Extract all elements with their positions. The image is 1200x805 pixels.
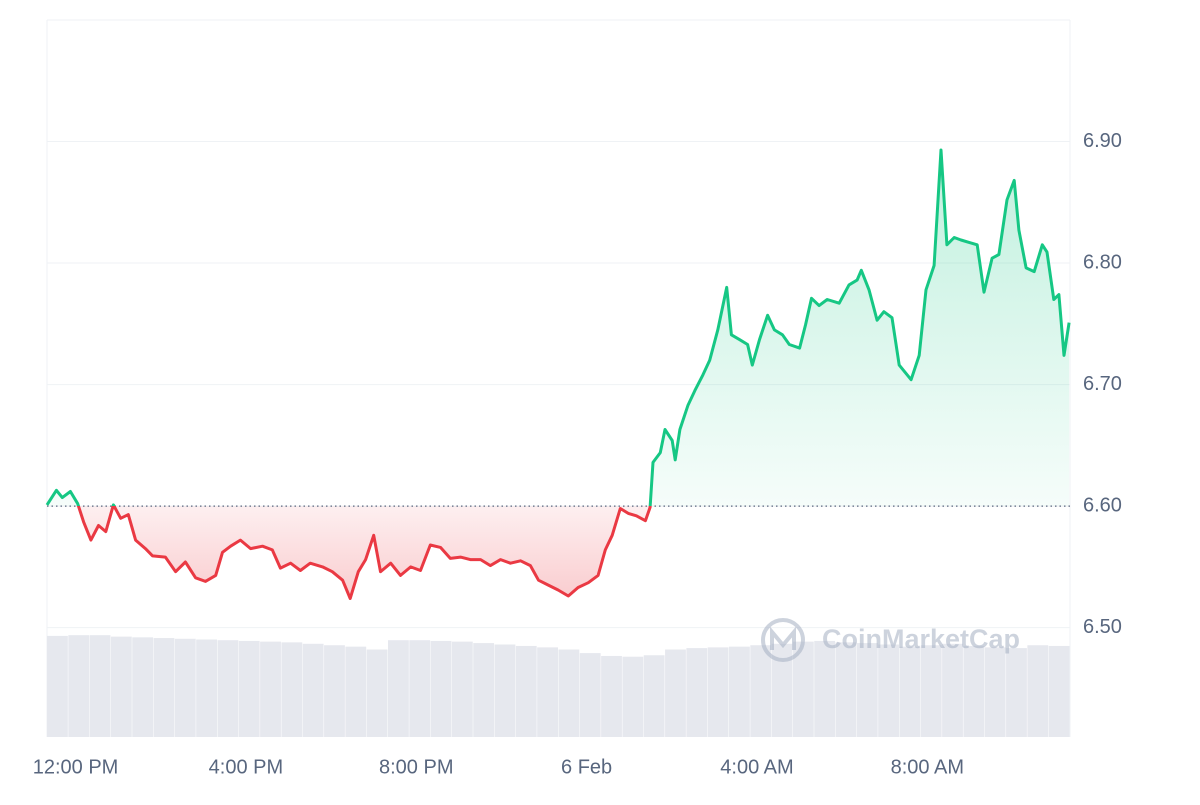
volume-bar bbox=[238, 640, 260, 737]
volume-bar bbox=[1027, 645, 1049, 737]
volume-bar bbox=[643, 655, 665, 737]
volume-bar bbox=[771, 643, 793, 737]
volume-bar bbox=[729, 646, 750, 737]
volume-bar bbox=[537, 647, 558, 737]
volume-bar bbox=[217, 640, 239, 737]
volume-bar bbox=[132, 637, 154, 737]
watermark-text: CoinMarketCap bbox=[822, 624, 1020, 654]
volume-bar bbox=[707, 647, 729, 737]
volume-bar bbox=[750, 645, 772, 737]
x-tick-label: 4:00 AM bbox=[720, 756, 793, 778]
volume-bar bbox=[920, 645, 942, 737]
volume-bar bbox=[47, 635, 68, 737]
volume-bar bbox=[814, 640, 836, 737]
volume-bar bbox=[601, 655, 622, 737]
y-tick-label: 6.90 bbox=[1083, 130, 1122, 152]
price-line bbox=[45, 148, 1071, 600]
x-tick-label: 8:00 PM bbox=[379, 756, 453, 778]
x-tick-label: 4:00 PM bbox=[209, 756, 283, 778]
volume-bar bbox=[878, 644, 899, 737]
volume-bar bbox=[558, 649, 580, 737]
volume-bar bbox=[579, 653, 601, 737]
volume-bar bbox=[388, 640, 409, 737]
volume-bar bbox=[345, 646, 367, 737]
volume-bar bbox=[835, 642, 857, 737]
volume-bar bbox=[174, 638, 196, 737]
volume-bar bbox=[409, 640, 431, 737]
volume-bar bbox=[153, 638, 175, 737]
watermark: CoinMarketCap bbox=[761, 618, 1020, 662]
volume-bar bbox=[324, 645, 345, 737]
y-tick-label: 6.50 bbox=[1083, 616, 1122, 638]
x-tick-label: 8:00 AM bbox=[891, 756, 964, 778]
volume-bar bbox=[302, 643, 324, 737]
volume-bar bbox=[451, 641, 473, 737]
volume-bar bbox=[665, 649, 686, 737]
volume-bar bbox=[430, 640, 452, 737]
volume-bars bbox=[47, 635, 1070, 737]
volume-bar bbox=[515, 645, 537, 737]
watermark-logo bbox=[761, 618, 805, 662]
volume-bar bbox=[196, 639, 217, 737]
volume-bar bbox=[473, 643, 495, 737]
volume-bar bbox=[686, 648, 708, 737]
y-tick-label: 6.80 bbox=[1083, 251, 1122, 273]
plot bbox=[45, 148, 1071, 600]
watermark-logo bbox=[770, 626, 796, 650]
x-tick-label: 6 Feb bbox=[561, 756, 612, 778]
volume-bar bbox=[1048, 645, 1070, 737]
volume-bar bbox=[68, 635, 90, 737]
volume-bar bbox=[110, 636, 132, 737]
volume-bar bbox=[622, 656, 644, 737]
volume-bar bbox=[899, 646, 921, 737]
volume-bar bbox=[963, 645, 985, 737]
volume-bar bbox=[1006, 648, 1027, 737]
volume-bar bbox=[856, 643, 878, 737]
volume-bar bbox=[984, 647, 1006, 737]
volume-bar bbox=[260, 641, 281, 737]
volume-bar bbox=[942, 643, 963, 737]
volume-bar bbox=[281, 642, 303, 737]
y-tick-label: 6.70 bbox=[1083, 373, 1122, 395]
area bbox=[47, 150, 1070, 599]
volume-bar bbox=[494, 644, 516, 737]
volume-bar bbox=[366, 649, 388, 737]
volume-bar bbox=[792, 641, 814, 737]
volume-bar bbox=[89, 635, 111, 737]
y-tick-label: 6.60 bbox=[1083, 494, 1122, 516]
x-tick-label: 12:00 PM bbox=[33, 756, 119, 778]
